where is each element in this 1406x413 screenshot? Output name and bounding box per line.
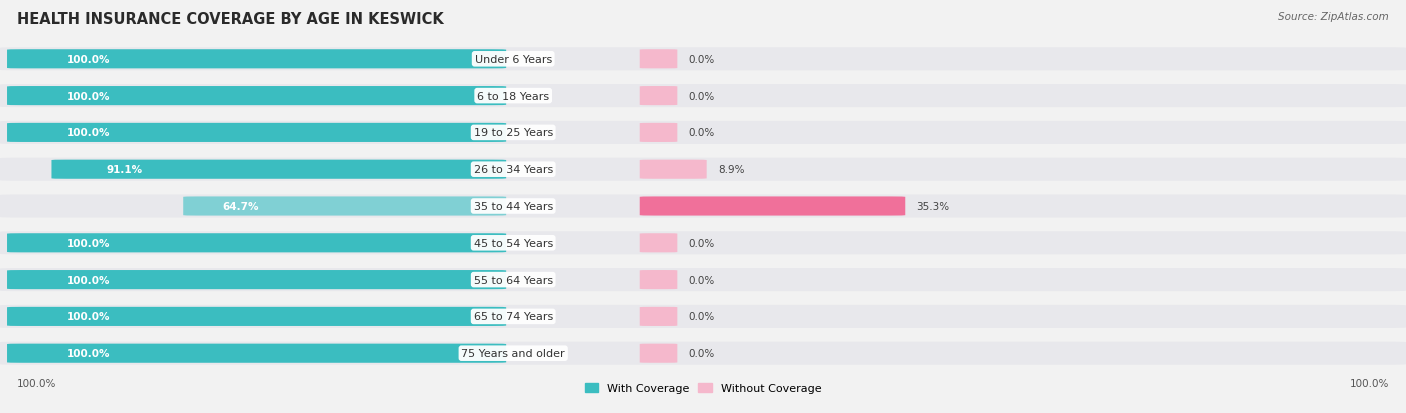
FancyBboxPatch shape [0, 232, 1406, 255]
Text: 100.0%: 100.0% [67, 55, 111, 65]
FancyBboxPatch shape [0, 85, 1406, 108]
FancyBboxPatch shape [7, 307, 506, 326]
FancyBboxPatch shape [0, 195, 1406, 218]
FancyBboxPatch shape [640, 160, 707, 179]
Text: 6 to 18 Years: 6 to 18 Years [477, 91, 550, 101]
Text: 75 Years and older: 75 Years and older [461, 348, 565, 358]
Text: 0.0%: 0.0% [689, 275, 714, 285]
FancyBboxPatch shape [7, 87, 506, 106]
FancyBboxPatch shape [640, 197, 905, 216]
Text: 0.0%: 0.0% [689, 348, 714, 358]
FancyBboxPatch shape [640, 344, 678, 363]
Text: 0.0%: 0.0% [689, 312, 714, 322]
Text: Source: ZipAtlas.com: Source: ZipAtlas.com [1278, 12, 1389, 22]
FancyBboxPatch shape [7, 234, 506, 253]
FancyBboxPatch shape [0, 268, 1406, 292]
FancyBboxPatch shape [0, 342, 1406, 365]
FancyBboxPatch shape [0, 121, 1406, 145]
Text: 65 to 74 Years: 65 to 74 Years [474, 312, 553, 322]
Text: 100.0%: 100.0% [17, 378, 56, 389]
Text: 35 to 44 Years: 35 to 44 Years [474, 202, 553, 211]
FancyBboxPatch shape [7, 123, 506, 142]
Text: 55 to 64 Years: 55 to 64 Years [474, 275, 553, 285]
FancyBboxPatch shape [640, 50, 678, 69]
Text: 0.0%: 0.0% [689, 55, 714, 65]
FancyBboxPatch shape [183, 197, 506, 216]
Text: 26 to 34 Years: 26 to 34 Years [474, 165, 553, 175]
Text: 0.0%: 0.0% [689, 238, 714, 248]
FancyBboxPatch shape [7, 344, 506, 363]
Text: 100.0%: 100.0% [67, 91, 111, 101]
Text: 100.0%: 100.0% [67, 348, 111, 358]
Text: 64.7%: 64.7% [222, 202, 259, 211]
Text: 45 to 54 Years: 45 to 54 Years [474, 238, 553, 248]
Text: 91.1%: 91.1% [105, 165, 142, 175]
FancyBboxPatch shape [640, 271, 678, 290]
FancyBboxPatch shape [52, 160, 506, 179]
FancyBboxPatch shape [0, 48, 1406, 71]
Text: 19 to 25 Years: 19 to 25 Years [474, 128, 553, 138]
FancyBboxPatch shape [640, 87, 678, 106]
Legend: With Coverage, Without Coverage: With Coverage, Without Coverage [581, 378, 825, 398]
Text: 100.0%: 100.0% [67, 312, 111, 322]
Text: HEALTH INSURANCE COVERAGE BY AGE IN KESWICK: HEALTH INSURANCE COVERAGE BY AGE IN KESW… [17, 12, 444, 27]
FancyBboxPatch shape [0, 158, 1406, 181]
FancyBboxPatch shape [0, 305, 1406, 328]
Text: 100.0%: 100.0% [67, 238, 111, 248]
Text: 100.0%: 100.0% [1350, 378, 1389, 389]
Text: Under 6 Years: Under 6 Years [475, 55, 551, 65]
Text: 8.9%: 8.9% [718, 165, 744, 175]
FancyBboxPatch shape [7, 50, 506, 69]
FancyBboxPatch shape [640, 307, 678, 326]
Text: 100.0%: 100.0% [67, 128, 111, 138]
FancyBboxPatch shape [640, 123, 678, 142]
FancyBboxPatch shape [7, 271, 506, 290]
Text: 0.0%: 0.0% [689, 128, 714, 138]
FancyBboxPatch shape [640, 234, 678, 253]
Text: 0.0%: 0.0% [689, 91, 714, 101]
Text: 100.0%: 100.0% [67, 275, 111, 285]
Text: 35.3%: 35.3% [917, 202, 949, 211]
